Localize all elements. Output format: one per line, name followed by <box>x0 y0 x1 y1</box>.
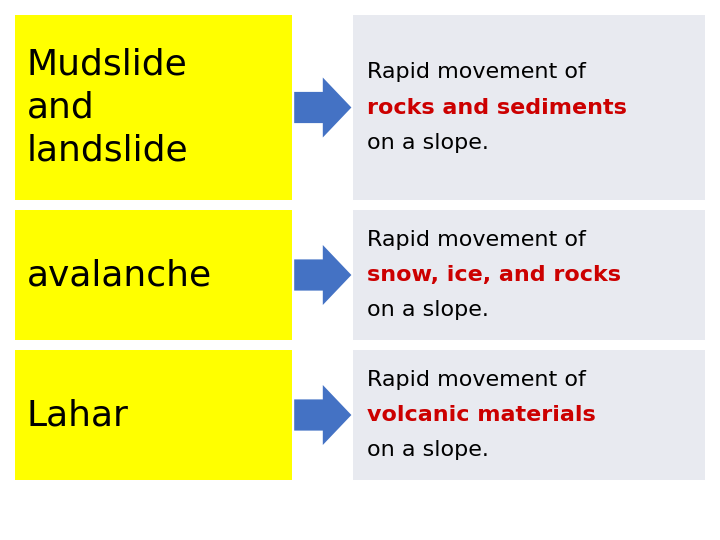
FancyBboxPatch shape <box>15 15 292 200</box>
Text: Rapid movement of: Rapid movement of <box>367 62 586 82</box>
FancyBboxPatch shape <box>354 15 705 200</box>
Polygon shape <box>294 245 351 305</box>
Text: rocks and sediments: rocks and sediments <box>367 98 627 118</box>
Text: volcanic materials: volcanic materials <box>367 405 596 425</box>
Text: on a slope.: on a slope. <box>367 133 490 153</box>
Text: on a slope.: on a slope. <box>367 440 490 460</box>
Text: Mudslide
and
landslide: Mudslide and landslide <box>27 47 189 168</box>
Text: on a slope.: on a slope. <box>367 300 490 320</box>
Text: Rapid movement of: Rapid movement of <box>367 370 586 390</box>
FancyBboxPatch shape <box>354 350 705 480</box>
Polygon shape <box>294 385 351 445</box>
FancyBboxPatch shape <box>15 350 292 480</box>
Text: snow, ice, and rocks: snow, ice, and rocks <box>367 265 621 285</box>
FancyBboxPatch shape <box>354 210 705 340</box>
Text: Rapid movement of: Rapid movement of <box>367 230 586 250</box>
Polygon shape <box>294 78 351 138</box>
FancyBboxPatch shape <box>15 210 292 340</box>
Text: avalanche: avalanche <box>27 258 212 292</box>
Text: Lahar: Lahar <box>27 398 129 432</box>
